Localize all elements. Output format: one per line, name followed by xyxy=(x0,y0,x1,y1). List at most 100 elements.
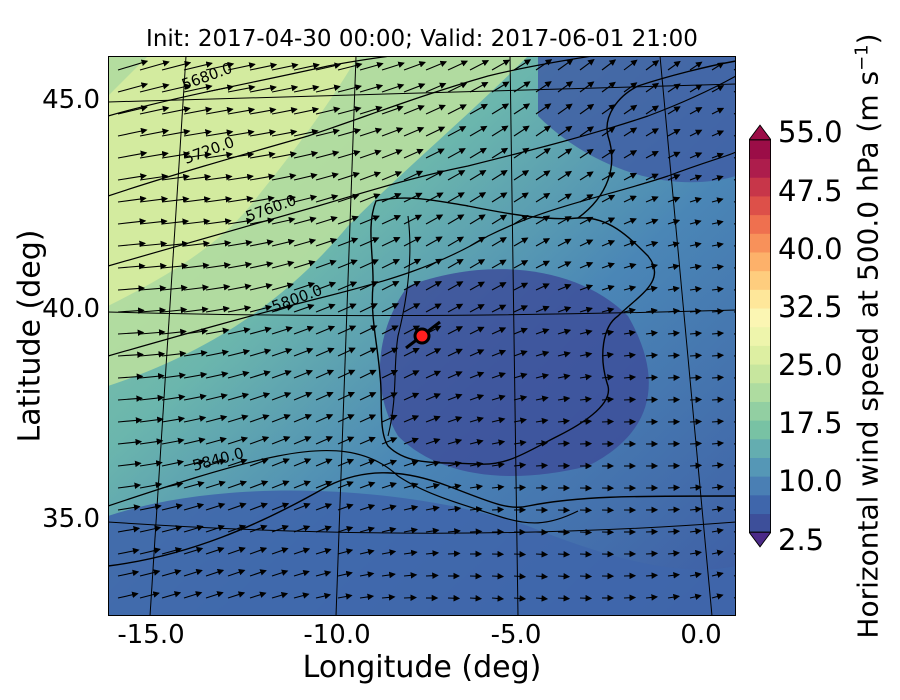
wind-vector xyxy=(491,147,509,159)
wind-vector xyxy=(161,83,192,93)
wind-vector xyxy=(337,128,362,137)
wind-vector xyxy=(117,150,148,159)
wind-vector xyxy=(601,284,615,292)
wind-vector xyxy=(271,282,294,291)
wind-vector xyxy=(513,417,527,424)
wind-vector xyxy=(381,83,405,93)
wind-vector xyxy=(447,281,464,291)
wind-vector xyxy=(535,573,549,580)
wind-vector xyxy=(139,150,169,159)
wind-vector xyxy=(711,286,724,293)
wind-vector xyxy=(667,572,680,579)
wind-vector xyxy=(689,263,702,271)
wind-vector xyxy=(601,329,615,337)
wind-vector xyxy=(381,193,402,203)
wind-vector xyxy=(139,262,167,270)
wind-vector xyxy=(645,60,660,71)
wind-vector xyxy=(403,236,422,247)
wind-vector xyxy=(645,240,659,248)
wind-vector xyxy=(227,107,256,115)
graticule-lon-5 xyxy=(509,56,519,616)
wind-vector xyxy=(205,502,226,511)
wind-vector xyxy=(689,285,702,293)
wind-vector xyxy=(271,326,293,335)
colorbar-tick-17-5: 17.5 xyxy=(778,406,843,440)
wind-vector xyxy=(689,462,703,469)
wind-vector xyxy=(667,484,681,492)
wind-vector xyxy=(205,173,233,181)
wind-vector xyxy=(337,548,354,555)
wind-vector xyxy=(645,352,659,359)
wind-vector xyxy=(491,484,505,491)
wind-vector xyxy=(447,438,463,445)
wind-vector xyxy=(557,418,570,425)
wind-vector xyxy=(689,352,703,359)
wind-vector xyxy=(601,126,616,137)
wind-vector xyxy=(249,480,269,489)
wind-vector xyxy=(579,81,595,93)
colorbar-tick-10: 10.0 xyxy=(778,464,843,498)
wind-vector xyxy=(491,170,508,181)
wind-vector xyxy=(513,125,530,137)
wind-vector xyxy=(557,573,571,580)
wind-vector xyxy=(491,81,510,93)
wind-vector xyxy=(139,218,168,225)
wind-vector xyxy=(711,527,724,535)
x-axis-label: Longitude (deg) xyxy=(302,650,542,685)
wind-vector xyxy=(271,524,289,533)
wind-vector xyxy=(601,172,616,181)
wind-vector xyxy=(469,81,489,93)
wind-vector xyxy=(403,504,419,512)
wind-vector xyxy=(117,127,148,137)
colorbar-band xyxy=(749,326,771,346)
wind-vector xyxy=(205,327,230,335)
wind-vector xyxy=(359,548,375,556)
x-tick-minus15: -15.0 xyxy=(117,620,185,650)
wind-vector xyxy=(579,550,593,558)
wind-vector xyxy=(711,219,724,227)
wind-vector xyxy=(117,329,145,337)
wind-vector xyxy=(601,194,616,203)
wind-vector xyxy=(513,550,527,558)
wind-vector xyxy=(271,107,298,115)
wind-vector xyxy=(337,391,355,401)
wind-vector xyxy=(711,396,725,403)
wind-vector xyxy=(271,260,295,269)
wind-vector xyxy=(139,416,164,424)
colorbar-band xyxy=(749,345,771,365)
wind-vector xyxy=(183,173,212,181)
wind-vector xyxy=(293,238,317,247)
wind-vector xyxy=(601,262,615,269)
wind-vector xyxy=(227,370,250,379)
wind-vector xyxy=(535,192,551,203)
wind-vector xyxy=(557,193,572,203)
wind-vector xyxy=(513,260,529,269)
wind-vector xyxy=(337,193,360,203)
wind-vector xyxy=(711,152,724,159)
wind-vector xyxy=(359,459,376,467)
wind-vector xyxy=(623,374,637,381)
x-tick-minus5: -5.0 xyxy=(490,620,542,650)
wind-vector xyxy=(139,547,161,555)
wind-vector xyxy=(359,571,375,578)
wind-vector xyxy=(117,218,147,225)
wind-vector xyxy=(205,458,227,467)
wind-vector xyxy=(205,524,225,533)
wind-vector xyxy=(469,371,485,379)
wind-vector xyxy=(293,260,316,269)
wind-vector xyxy=(139,128,170,137)
wind-vector xyxy=(117,482,142,490)
wind-vector xyxy=(337,62,363,71)
wind-vector xyxy=(667,151,681,159)
wind-vector xyxy=(315,414,334,423)
graticule-lat-40 xyxy=(108,309,736,317)
wind-vector xyxy=(381,215,401,225)
wind-vector xyxy=(293,194,318,203)
wind-vector xyxy=(249,524,268,533)
wind-vector xyxy=(139,173,169,181)
wind-vector xyxy=(271,304,294,313)
wind-vector xyxy=(425,393,441,401)
wind-vector xyxy=(601,104,616,115)
wind-vector xyxy=(117,460,142,468)
wind-vector xyxy=(447,192,465,203)
